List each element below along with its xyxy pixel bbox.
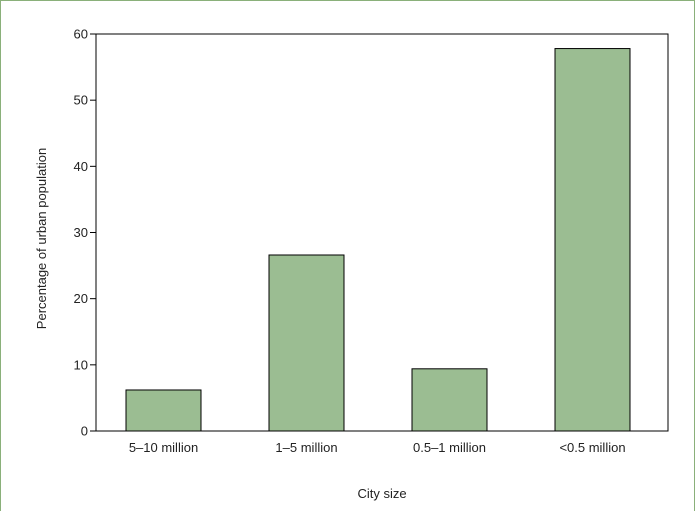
x-axis: 5–10 million 1–5 million 0.5–1 million <0.5…	[129, 440, 626, 455]
bar	[411, 368, 488, 432]
y-axis-title: Percentage of urban population	[34, 148, 49, 329]
bar	[554, 48, 631, 432]
y-tick-label: 10	[74, 357, 88, 372]
bar	[268, 254, 345, 432]
x-tick-label: 1–5 million	[275, 440, 337, 455]
bar	[125, 389, 202, 432]
bars-group	[125, 48, 631, 432]
y-tick-label: 60	[74, 27, 88, 42]
x-tick-label: <0.5 million	[559, 440, 625, 455]
y-tick-label: 50	[74, 93, 88, 108]
y-tick-label: 40	[74, 159, 88, 174]
y-tick-label: 0	[81, 424, 88, 439]
y-tick-label: 20	[74, 291, 88, 306]
x-tick-label: 0.5–1 million	[413, 440, 486, 455]
x-tick-label: 5–10 million	[129, 440, 198, 455]
y-tick-label: 30	[74, 225, 88, 240]
x-axis-title: City size	[357, 486, 406, 501]
y-axis: 0 10 20 30 40 50 60	[74, 27, 96, 439]
